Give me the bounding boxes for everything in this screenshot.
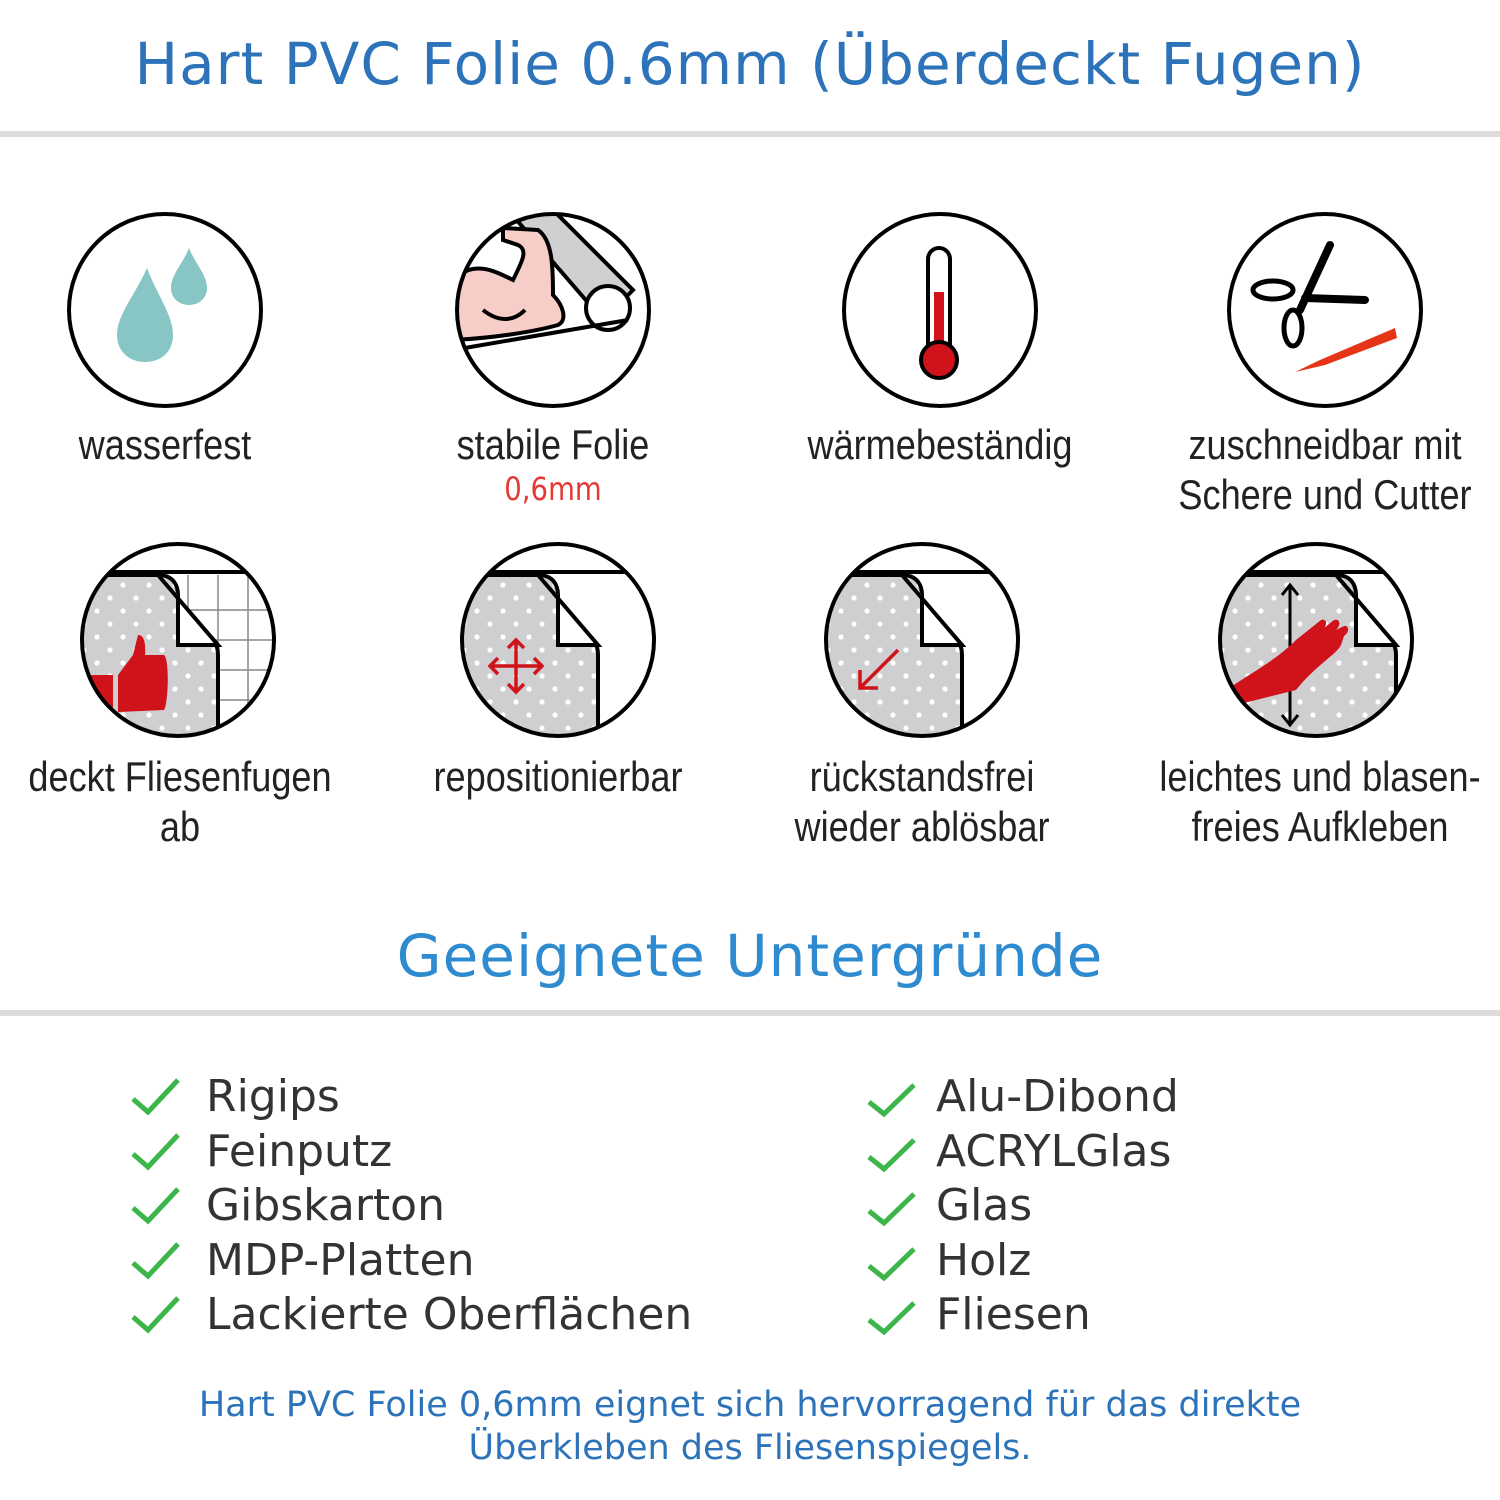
feature-label-line1: rückstandsfrei — [809, 753, 1035, 800]
strong-arm-icon — [455, 212, 651, 408]
check-icon — [867, 1137, 916, 1172]
list-item: Alu-Dibond — [866, 1070, 1179, 1125]
footer-line2: Überkleben des Fliesenspiegels. — [468, 1428, 1032, 1468]
check-icon — [867, 1083, 916, 1118]
surface-label: Glas — [936, 1180, 1033, 1231]
surface-label: ACRYLGlas — [936, 1125, 1172, 1177]
list-item: Rigips — [130, 1070, 692, 1125]
list-item: Gibskarton — [130, 1179, 692, 1234]
check-icon — [867, 1192, 916, 1227]
feature-label-text: stabile Folie — [456, 421, 650, 468]
feature-label-line1: zuschneidbar mit — [1188, 421, 1462, 468]
check-icon — [867, 1246, 916, 1281]
water-drops-icon — [67, 212, 263, 408]
surface-label: Fliesen — [936, 1289, 1091, 1340]
feature-sublabel: 0,6mm — [504, 470, 602, 508]
peel-arrow-icon — [824, 542, 1020, 738]
feature-label: zuschneidbar mit Schere und Cutter — [1166, 420, 1484, 520]
thumbs-up-tiles-icon — [80, 542, 276, 738]
surface-label: MDP-Platten — [206, 1234, 475, 1286]
page-title: Hart PVC Folie 0.6mm (Überdeckt Fugen) — [134, 30, 1366, 98]
section-title: Geeignete Untergründe — [396, 922, 1104, 990]
list-item: Fliesen — [866, 1288, 1179, 1343]
feature-label: wärmebeständig — [807, 421, 1073, 468]
check-icon — [867, 1301, 916, 1336]
list-item: Holz — [866, 1234, 1179, 1289]
list-item: Feinputz — [130, 1125, 692, 1180]
footer-note: Hart PVC Folie 0,6mm eignet sich hervorr… — [0, 1384, 1500, 1470]
check-icon — [131, 1078, 180, 1116]
divider — [0, 1010, 1500, 1016]
feature-label-line2: freies Aufkleben — [1191, 803, 1449, 850]
divider — [0, 131, 1500, 137]
feature-label: deckt Fliesenfugen ab — [28, 753, 332, 850]
list-item: Lackierte Oberflächen — [130, 1288, 692, 1343]
surfaces-list-left: Rigips Feinputz Gibskarton MDP-Platten L… — [130, 1070, 692, 1343]
surface-label: Holz — [936, 1234, 1032, 1286]
list-item: MDP-Platten — [130, 1234, 692, 1289]
check-icon — [131, 1296, 180, 1334]
surface-label: Feinputz — [206, 1125, 393, 1177]
feature-label-line2: Schere und Cutter — [1178, 471, 1472, 518]
feature-label-line2: wieder ablösbar — [794, 803, 1050, 850]
check-icon — [131, 1187, 180, 1225]
move-arrows-icon — [460, 542, 656, 738]
surface-label: Lackierte Oberflächen — [206, 1289, 693, 1340]
feature-label: wasserfest — [78, 421, 252, 468]
thermometer-icon — [842, 212, 1038, 408]
feature-label: repositionierbar — [433, 753, 683, 800]
list-item: ACRYLGlas — [866, 1125, 1179, 1180]
feature-label-line1: leichtes und blasen- — [1159, 753, 1481, 800]
feature-label: rückstandsfrei wieder ablösbar — [767, 752, 1077, 852]
scissors-cutter-icon — [1227, 212, 1423, 408]
surface-label: Alu-Dibond — [936, 1071, 1179, 1122]
feature-label: stabile Folie 0,6mm — [398, 420, 708, 508]
hand-smooth-icon — [1218, 542, 1414, 738]
surface-label: Gibskarton — [206, 1180, 445, 1231]
check-icon — [131, 1133, 180, 1171]
check-icon — [131, 1242, 180, 1280]
feature-label: leichtes und blasen- freies Aufkleben — [1157, 752, 1484, 852]
footer-line1: Hart PVC Folie 0,6mm eignet sich hervorr… — [198, 1385, 1302, 1425]
list-item: Glas — [866, 1179, 1179, 1234]
surfaces-list-right: Alu-Dibond ACRYLGlas Glas Holz Fliesen — [866, 1070, 1179, 1343]
surface-label: Rigips — [206, 1071, 340, 1122]
